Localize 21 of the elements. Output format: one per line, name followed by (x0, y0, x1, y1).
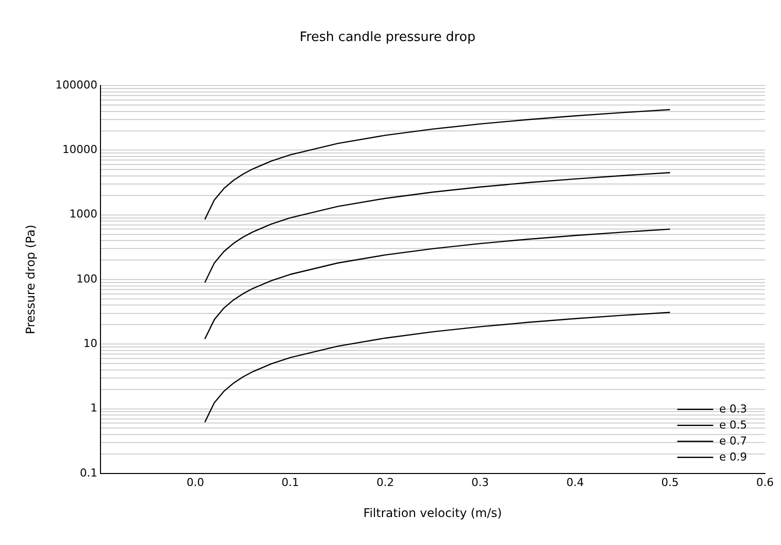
y-tick-label: 100000 (55, 78, 98, 92)
legend-label: e 0.3 (719, 402, 748, 416)
legend-label: e 0.5 (719, 418, 748, 432)
x-tick-label: 0.0 (186, 476, 204, 489)
y-axis-title: Pressure drop (Pa) (23, 224, 38, 334)
y-tick-label: 1 (90, 402, 98, 415)
x-tick-label: 0.1 (282, 476, 300, 489)
x-tick-label: 0.2 (376, 476, 394, 489)
legend-label: e 0.9 (719, 450, 748, 464)
y-tick-label: 10000 (62, 143, 98, 156)
legend-label: e 0.7 (719, 434, 748, 448)
y-tick-label: 0.1 (80, 466, 98, 480)
y-tick-label: 10 (83, 336, 98, 350)
x-tick-label: 0.5 (661, 476, 679, 489)
y-tick-label: 100 (76, 272, 98, 286)
x-tick-label: 0.3 (471, 476, 489, 489)
chart-title: Fresh candle pressure drop (300, 30, 476, 46)
x-tick-label: 0.4 (566, 476, 584, 489)
x-axis-title: Filtration velocity (m/s) (363, 506, 502, 520)
y-tick-label: 1000 (69, 208, 98, 221)
x-tick-label: 0.6 (756, 476, 774, 489)
